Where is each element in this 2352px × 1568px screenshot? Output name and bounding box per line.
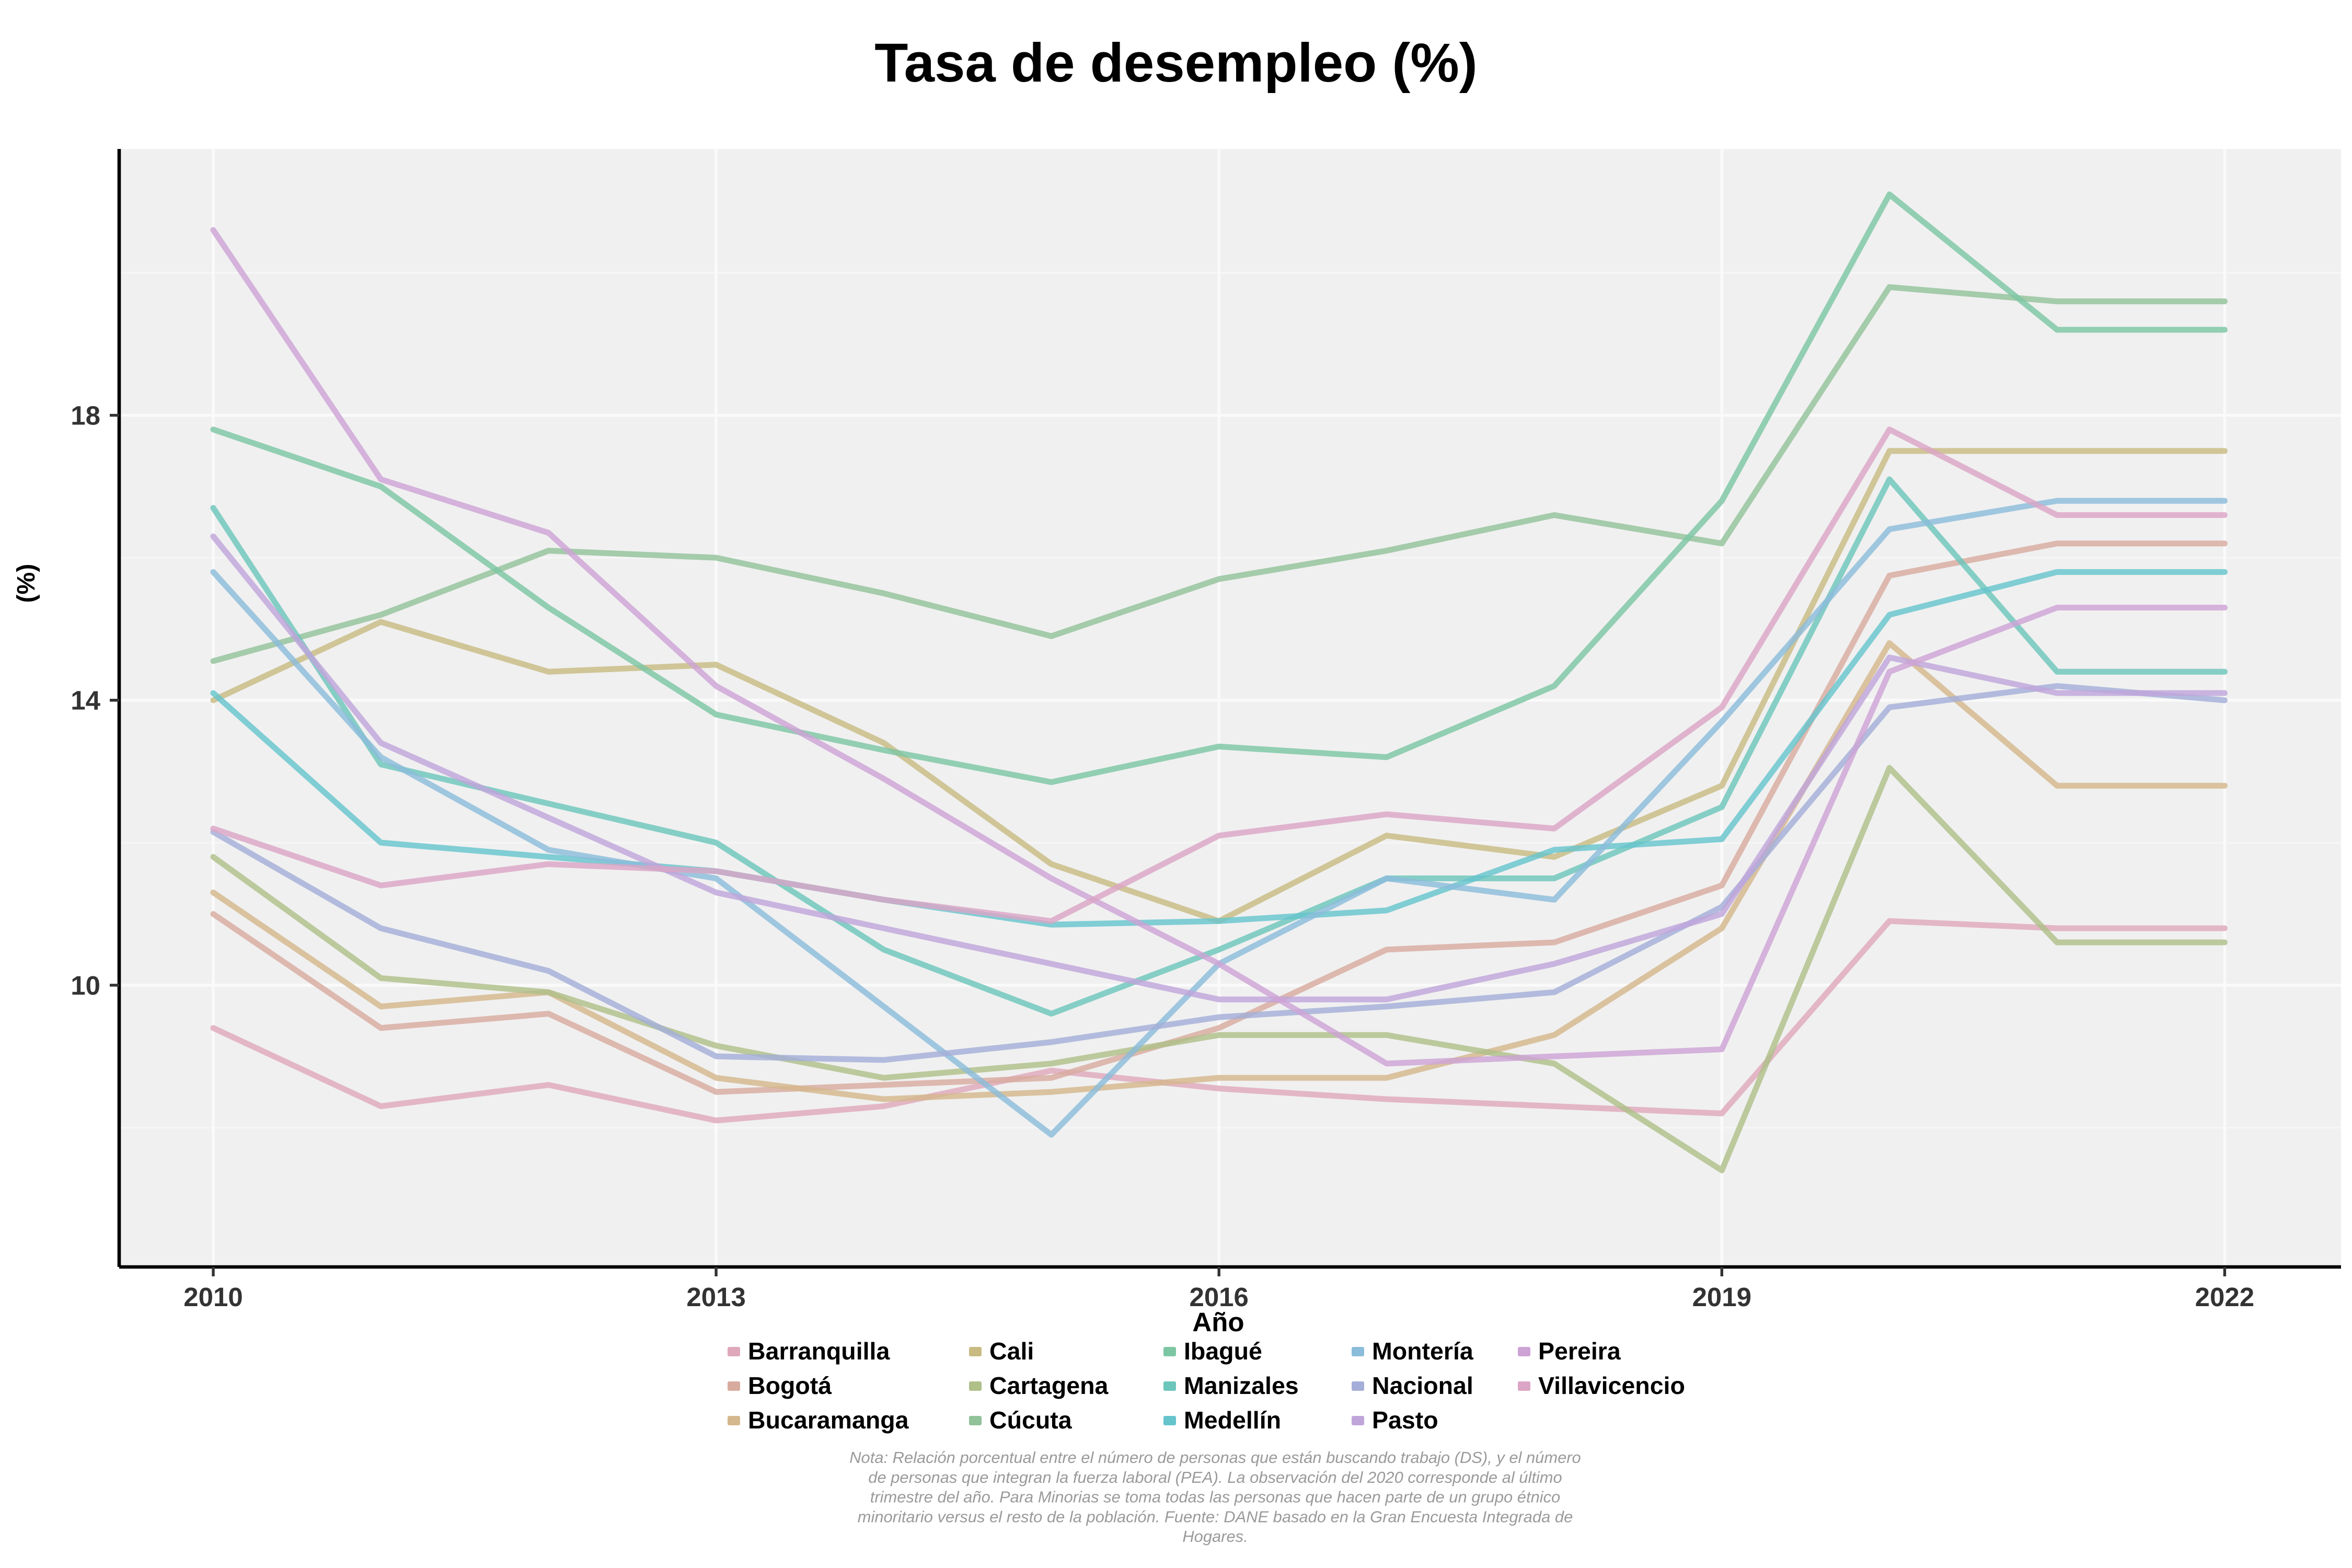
series-line-villavicencio: [210, 426, 2228, 924]
legend-item-barranquilla: Barranquilla: [728, 1338, 890, 1365]
legend-label: Medellín: [1184, 1406, 1281, 1434]
series-line-ibague: [210, 191, 2228, 785]
legend-label: Cartagena: [989, 1372, 1109, 1399]
y-tick-label: 14: [71, 686, 100, 716]
legend-item-bucaramanga: Bucaramanga: [728, 1406, 909, 1434]
legend-item-cucuta: Cúcuta: [969, 1406, 1073, 1434]
legend-label: Pereira: [1538, 1338, 1621, 1365]
chart-note: Nota: Relación porcentual entre el númer…: [849, 1448, 1581, 1546]
legend-label: Cúcuta: [989, 1406, 1073, 1434]
series-line-pereira: [210, 227, 2228, 1067]
legend-item-nacional: Nacional: [1352, 1372, 1473, 1399]
tick-labels: 10 14 18 2010 2013 2016 2019 2022: [71, 401, 2254, 1312]
x-tick-label: 2022: [2195, 1282, 2254, 1312]
note-line: Hogares.: [1182, 1527, 1248, 1546]
x-tick-label: 2013: [686, 1282, 745, 1312]
legend-item-cartagena: Cartagena: [969, 1372, 1109, 1399]
y-tick-label: 10: [71, 971, 100, 1000]
legend-label: Bogotá: [748, 1372, 832, 1399]
legend-item-villavicencio: Villavicencio: [1518, 1372, 1685, 1399]
legend-label: Montería: [1372, 1338, 1474, 1365]
legend-label: Nacional: [1372, 1372, 1473, 1399]
legend-swatch: [728, 1347, 740, 1356]
legend-swatch: [1352, 1416, 1364, 1425]
series-line-nacional: [210, 683, 2228, 1063]
legend-swatch: [728, 1416, 740, 1425]
legend-swatch: [969, 1416, 982, 1425]
legend-swatch: [1352, 1381, 1364, 1391]
tick-marks: [110, 413, 2227, 1276]
series-line-pasto: [210, 533, 2228, 1002]
series-line-cucuta: [210, 284, 2228, 664]
x-tick-label: 2010: [183, 1282, 243, 1312]
legend-swatch: [969, 1347, 982, 1356]
series-lines: [210, 191, 2228, 1173]
x-axis-title: Año: [1192, 1307, 1244, 1337]
legend-item-cali: Cali: [969, 1338, 1034, 1365]
legend-swatch: [1163, 1381, 1176, 1391]
note-line: trimestre del año. Para Minorias se toma…: [870, 1488, 1560, 1506]
legend-item-bogota: Bogotá: [728, 1372, 832, 1399]
chart-title: Tasa de desempleo (%): [874, 32, 1477, 94]
legend-label: Barranquilla: [748, 1338, 890, 1365]
note-line: minoritario versus el resto de la poblac…: [858, 1507, 1573, 1526]
y-axis-title: (%): [13, 564, 40, 603]
legend-item-pasto: Pasto: [1352, 1406, 1438, 1434]
y-tick-label: 18: [71, 401, 100, 431]
series-line-bogota: [210, 540, 2228, 1095]
legend-swatch: [1163, 1416, 1176, 1425]
note-line: Nota: Relación porcentual entre el númer…: [849, 1448, 1581, 1467]
legend-label: Pasto: [1372, 1406, 1438, 1434]
x-tick-label: 2019: [1692, 1282, 1751, 1312]
legend-swatch: [728, 1381, 740, 1391]
legend-swatch: [1518, 1381, 1530, 1391]
legend-item-ibague: Ibagué: [1163, 1338, 1262, 1365]
series-line-cartagena: [210, 765, 2228, 1173]
legend-swatch: [1163, 1347, 1176, 1356]
legend-swatch: [1518, 1347, 1530, 1356]
legend-label: Cali: [989, 1338, 1034, 1365]
legend-label: Ibagué: [1184, 1338, 1262, 1365]
legend: Barranquilla Bogotá Bucaramanga Cali Cartage…: [728, 1338, 1685, 1434]
series-line-barranquilla: [210, 918, 2228, 1124]
legend-swatch: [1352, 1347, 1364, 1356]
legend-label: Manizales: [1184, 1372, 1299, 1399]
legend-item-pereira: Pereira: [1518, 1338, 1621, 1365]
series-line-medellin: [210, 569, 2228, 928]
note-line: de personas que integran la fuerza labor…: [868, 1468, 1562, 1486]
axis-lines: [117, 149, 2341, 1269]
legend-item-medellin: Medellín: [1163, 1406, 1281, 1434]
legend-swatch: [969, 1381, 982, 1391]
legend-label: Bucaramanga: [748, 1406, 909, 1434]
x-tick-label: 2016: [1189, 1282, 1248, 1312]
series-line-manizales: [210, 476, 2228, 1017]
legend-item-manizales: Manizales: [1163, 1372, 1299, 1399]
legend-item-monteria: Montería: [1352, 1338, 1474, 1365]
legend-label: Villavicencio: [1538, 1372, 1685, 1399]
